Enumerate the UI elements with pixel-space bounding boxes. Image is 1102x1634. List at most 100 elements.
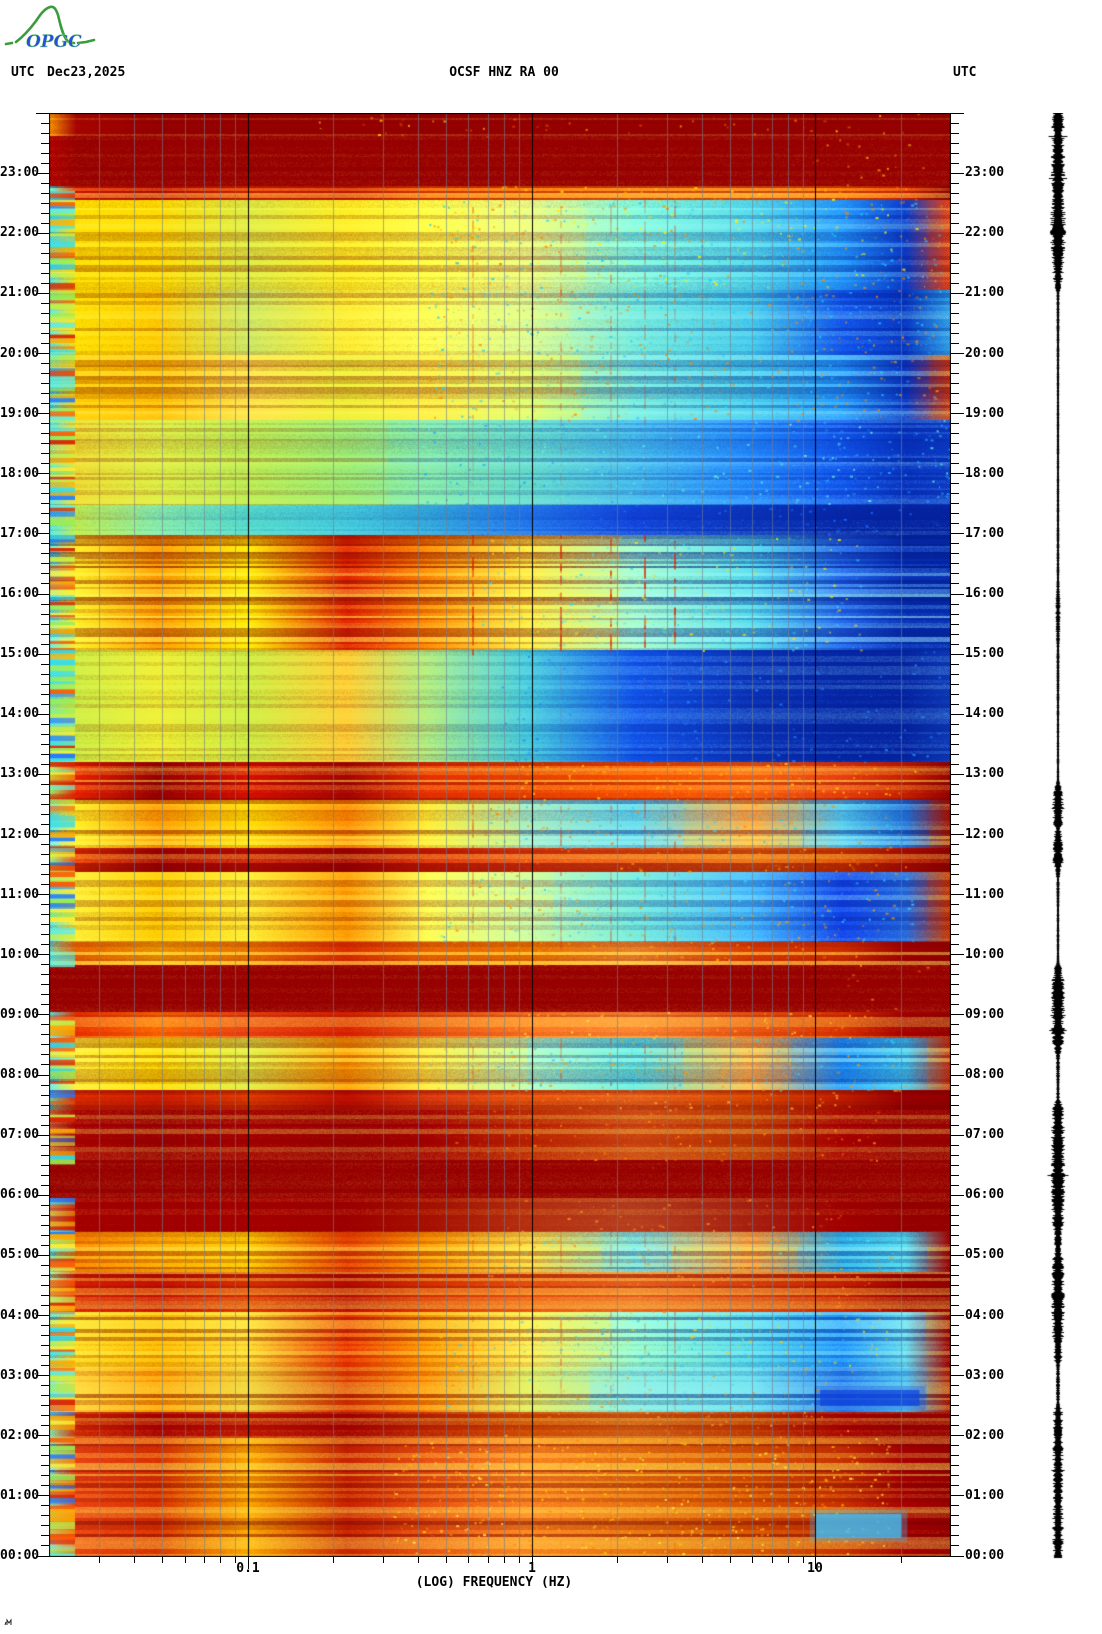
minute-tick-right (951, 813, 959, 815)
hour-tick-left (36, 713, 49, 715)
minute-tick-right (951, 703, 959, 705)
hour-tick-left (36, 413, 49, 415)
hour-tick-left (36, 1435, 49, 1437)
hour-tick-right (951, 894, 964, 896)
minute-tick-right (951, 613, 959, 615)
hour-tick-left (36, 1014, 49, 1016)
freq-tick-label: 0.1 (236, 1561, 260, 1576)
minute-tick-left (41, 1485, 49, 1487)
hour-tick-right (951, 292, 964, 294)
hour-tick-left (36, 533, 49, 535)
hour-tick-right (951, 172, 964, 174)
minute-tick-right (951, 1355, 959, 1357)
hour-label-right: 20:00 (965, 345, 1005, 361)
minute-tick-left (41, 1224, 49, 1226)
minute-tick-right (951, 663, 959, 665)
minute-tick-left (41, 683, 49, 685)
minute-tick-left (41, 1274, 49, 1276)
hour-tick-left (36, 834, 49, 835)
minute-tick-left (41, 1395, 49, 1397)
freq-minor-tick (772, 1557, 773, 1563)
minute-tick-left (41, 904, 49, 906)
utc-label-right: UTC (953, 65, 977, 80)
minute-tick-left (41, 1114, 49, 1116)
hour-tick-left (36, 1375, 49, 1377)
minute-tick-right (951, 1114, 959, 1116)
freq-minor-tick (488, 1557, 489, 1563)
minute-tick-left (41, 503, 49, 505)
hour-tick-left (36, 172, 49, 174)
minute-tick-left (41, 1004, 49, 1006)
hour-tick-left (36, 112, 49, 114)
hour-label-right: 22:00 (965, 225, 1005, 241)
hour-label-right: 02:00 (965, 1427, 1005, 1443)
minute-tick-right (951, 1174, 959, 1176)
minute-tick-right (951, 984, 959, 986)
minute-tick-right (951, 1335, 959, 1337)
minute-tick-right (951, 864, 959, 866)
minute-tick-left (41, 463, 49, 465)
hour-tick-right (951, 1074, 964, 1076)
minute-tick-left (41, 443, 49, 445)
hour-tick-right (951, 954, 964, 956)
minute-tick-left (41, 603, 49, 605)
minute-tick-right (951, 844, 959, 846)
hour-label-left: 12:00 (0, 826, 40, 842)
minute-tick-right (951, 403, 959, 405)
hour-label-left: 19:00 (0, 405, 40, 421)
minute-tick-left (41, 1174, 49, 1176)
minute-tick-left (41, 1244, 49, 1246)
utc-label-left: UTC (11, 65, 35, 80)
minute-tick-right (951, 1545, 959, 1547)
freq-minor-tick (901, 1557, 902, 1563)
minute-tick-right (951, 823, 959, 825)
minute-tick-left (41, 1355, 49, 1357)
freq-minor-tick (204, 1557, 205, 1563)
minute-tick-right (951, 1164, 959, 1166)
hour-label-right: 14:00 (965, 706, 1005, 722)
freq-minor-tick (519, 1557, 520, 1563)
hour-label-right: 18:00 (965, 465, 1005, 481)
minute-tick-left (41, 1425, 49, 1427)
freq-minor-tick (468, 1557, 469, 1563)
minute-tick-right (951, 1294, 959, 1296)
minute-tick-left (41, 483, 49, 485)
minute-tick-left (41, 723, 49, 725)
minute-tick-left (41, 1214, 49, 1216)
minute-tick-right (951, 733, 959, 735)
hour-label-left: 04:00 (0, 1307, 40, 1323)
hour-tick-right (951, 1014, 964, 1016)
minute-tick-left (41, 1084, 49, 1086)
hour-label-left: 00:00 (0, 1548, 40, 1563)
minute-tick-right (951, 1264, 959, 1266)
freq-minor-tick (803, 1557, 804, 1563)
minute-tick-left (41, 162, 49, 164)
hour-tick-right (951, 413, 964, 415)
minute-tick-left (41, 423, 49, 425)
hour-label-right: 12:00 (965, 826, 1005, 842)
minute-tick-right (951, 1425, 959, 1427)
hour-tick-left (36, 1555, 49, 1557)
freq-minor-tick (617, 1557, 618, 1563)
minute-tick-left (41, 1475, 49, 1477)
minute-tick-left (41, 1124, 49, 1126)
minute-tick-right (951, 162, 959, 164)
minute-tick-right (951, 1465, 959, 1467)
minute-tick-left (41, 813, 49, 815)
minute-tick-left (41, 192, 49, 194)
hour-label-right: 10:00 (965, 946, 1005, 962)
minute-tick-left (41, 1535, 49, 1537)
minute-tick-left (41, 573, 49, 575)
minute-tick-right (951, 603, 959, 605)
minute-tick-right (951, 1184, 959, 1186)
minute-tick-right (951, 1515, 959, 1517)
minute-tick-left (41, 1024, 49, 1026)
minute-tick-left (41, 864, 49, 866)
hour-label-right: 04:00 (965, 1307, 1005, 1323)
minute-tick-right (951, 1064, 959, 1066)
minute-tick-right (951, 1234, 959, 1236)
minute-tick-right (951, 1244, 959, 1246)
minute-tick-left (41, 202, 49, 204)
minute-tick-right (951, 673, 959, 675)
